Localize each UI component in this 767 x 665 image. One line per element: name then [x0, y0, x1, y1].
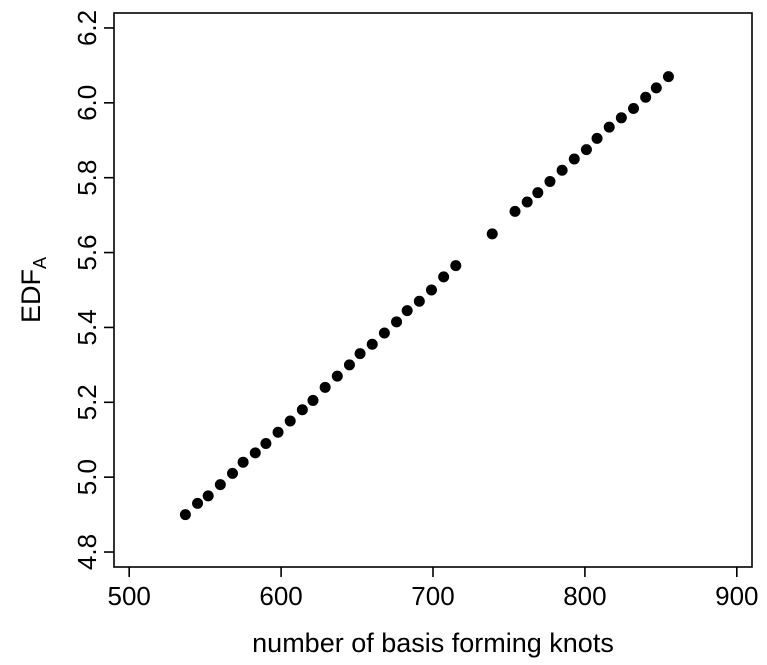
- data-point: [284, 415, 296, 427]
- data-point: [425, 284, 437, 296]
- data-point: [214, 479, 226, 491]
- data-point: [343, 359, 355, 371]
- y-tick-label: 5.0: [72, 459, 102, 495]
- data-point: [249, 447, 261, 459]
- data-point: [438, 271, 450, 283]
- data-point: [556, 164, 568, 176]
- data-point: [378, 327, 390, 339]
- data-point: [391, 316, 403, 328]
- data-point: [591, 132, 603, 144]
- data-point: [401, 305, 413, 317]
- data-point: [366, 338, 378, 350]
- data-point: [226, 467, 238, 479]
- data-point: [615, 112, 627, 124]
- x-tick-label: 900: [715, 581, 758, 611]
- data-point: [544, 175, 556, 187]
- data-point: [307, 394, 319, 406]
- data-point: [486, 228, 498, 240]
- y-tick-label: 6.2: [72, 10, 102, 46]
- y-axis-title: EDFA: [16, 257, 50, 323]
- data-point: [580, 144, 592, 156]
- x-tick-label: 600: [259, 581, 302, 611]
- y-tick-label: 5.6: [72, 234, 102, 270]
- data-point: [354, 348, 366, 360]
- data-point: [319, 381, 331, 393]
- y-tick-label: 4.8: [72, 534, 102, 570]
- data-point: [413, 295, 425, 307]
- y-axis: 4.8 5.0 5.2 5.4 5.6 5.8 6.0 6.2: [72, 10, 114, 570]
- data-point: [521, 196, 533, 208]
- y-axis-title-subscript: A: [30, 257, 50, 269]
- data-point: [202, 490, 214, 502]
- x-tick-label: 800: [563, 581, 606, 611]
- data-point: [603, 121, 615, 133]
- data-point: [331, 370, 343, 382]
- data-point: [237, 456, 249, 468]
- data-point: [296, 404, 308, 416]
- y-tick-label: 5.4: [72, 309, 102, 345]
- data-point: [260, 437, 272, 449]
- data-point: [568, 153, 580, 165]
- x-axis-title: number of basis forming knots: [252, 628, 614, 658]
- data-point: [192, 497, 204, 509]
- x-tick-label: 500: [107, 581, 150, 611]
- data-point: [662, 71, 674, 83]
- data-point: [272, 426, 284, 438]
- data-point: [509, 205, 521, 217]
- data-point: [650, 82, 662, 94]
- y-tick-label: 6.0: [72, 85, 102, 121]
- y-tick-label: 5.2: [72, 384, 102, 420]
- data-point: [179, 509, 191, 521]
- y-axis-title-main: EDF: [16, 269, 46, 323]
- data-point: [532, 187, 544, 199]
- data-point: [450, 260, 462, 272]
- data-point: [640, 91, 652, 103]
- x-tick-label: 700: [411, 581, 454, 611]
- x-axis: 500 600 700 800 900: [107, 567, 759, 611]
- y-tick-label: 5.8: [72, 160, 102, 196]
- data-point: [628, 102, 640, 114]
- data-points: [179, 71, 674, 521]
